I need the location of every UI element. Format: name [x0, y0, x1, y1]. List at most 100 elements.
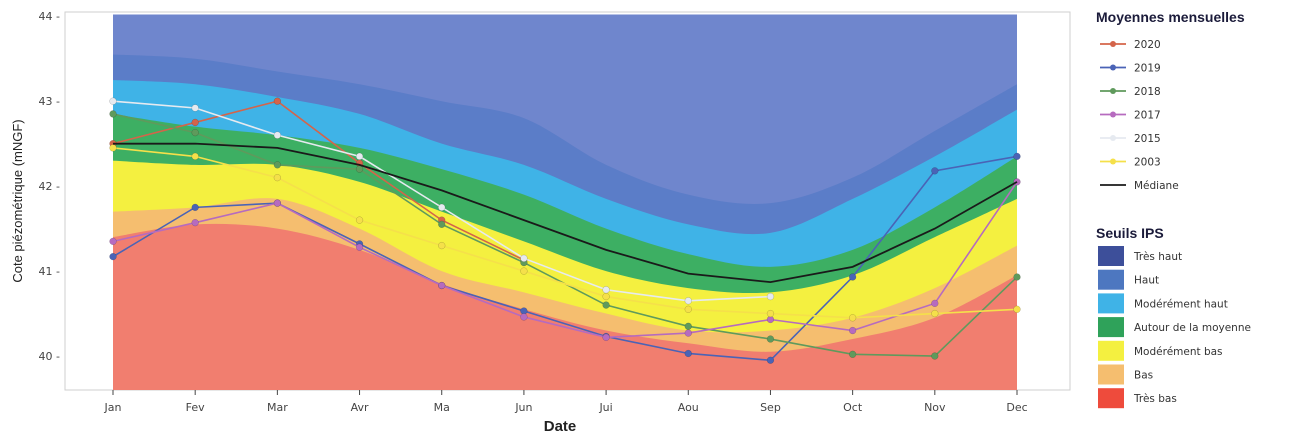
- point-2017-jul: [602, 333, 610, 341]
- x-tick-label: Oct: [843, 401, 863, 414]
- point-2018-mai: [438, 220, 446, 229]
- series-m-diane: [113, 142, 1018, 284]
- legend-band-swatch-tr-s-bas: [1098, 388, 1124, 409]
- x-tick-label: Fev: [186, 401, 205, 414]
- axes: 40 - 41 - 42 - 43 - 44 - Jan Fev Mar Avr Ma Jun Jui…: [10, 10, 1028, 435]
- point-2015-avr: [355, 152, 364, 161]
- y-tick-label: 44 -: [39, 10, 60, 23]
- point-2020-mar: [273, 97, 282, 105]
- point-2003-jun: [520, 267, 528, 275]
- x-tick-label: Sep: [760, 401, 781, 414]
- legend-band-label-mod-r-ment-bas: Modérément bas: [1134, 346, 1223, 358]
- legend-band-swatch-tr-s-haut: [1098, 246, 1124, 266]
- legend-band-swatch-haut: [1098, 269, 1124, 290]
- point-2003-nov: [931, 309, 939, 318]
- point-2003-mai: [438, 241, 446, 250]
- legend-label-2020: 2020: [1134, 39, 1161, 51]
- point-2015-fev: [191, 104, 199, 112]
- point-2020-fev: [191, 118, 199, 127]
- point-2015-jan: [109, 97, 117, 105]
- x-tick-label: Jui: [598, 401, 612, 414]
- x-tick-label: Aou: [678, 401, 699, 414]
- point-2018-avr: [355, 165, 364, 173]
- x-tick-label: Mar: [267, 401, 288, 414]
- point-2003-fev: [191, 152, 199, 161]
- legend-marker-2015: [1110, 135, 1116, 141]
- point-2015-aou: [684, 297, 692, 305]
- point-2017-jan: [109, 237, 117, 245]
- legend-marker-2019: [1110, 64, 1116, 71]
- point-2018-mar: [273, 161, 282, 169]
- legend-band-swatch-autour-de-la-moyenne: [1098, 317, 1124, 338]
- point-2018-dec: [1013, 273, 1021, 281]
- legend-label-2003: 2003: [1134, 157, 1161, 169]
- point-2003-jan: [109, 144, 117, 152]
- point-2017-aou: [684, 329, 692, 337]
- y-tick-label: 40 -: [39, 350, 60, 363]
- legend-bands-title: Seuils IPS: [1096, 225, 1164, 241]
- series-line-2003: [112, 147, 1018, 319]
- legend-marker-2018: [1110, 88, 1116, 94]
- point-2018-fev: [191, 128, 199, 137]
- point-2018-jul: [602, 301, 610, 309]
- point-2017-avr: [355, 243, 364, 251]
- series-line-2019: [112, 155, 1018, 362]
- point-2019-sep: [766, 356, 775, 364]
- legend-label-2018: 2018: [1134, 86, 1161, 98]
- legend-band-swatch-bas: [1098, 364, 1124, 385]
- point-2019-dec: [1013, 152, 1021, 161]
- series-2003: [109, 144, 1021, 322]
- legend-band-swatch-mod-r-ment-bas: [1098, 340, 1124, 361]
- point-2015-jun: [520, 254, 528, 262]
- point-2003-jul: [602, 292, 610, 301]
- point-2017-mar: [273, 199, 282, 207]
- legend-marker-2017: [1110, 111, 1116, 118]
- legend: Moyennes mensuelles 2020 2019 2018 2017 2015 2…: [1096, 9, 1251, 409]
- x-tick-label: Jun: [514, 401, 532, 414]
- legend-marker-2020: [1110, 41, 1116, 47]
- x-tick-label: Avr: [351, 401, 369, 414]
- point-2019-fev: [191, 203, 199, 212]
- monthly-series: [109, 97, 1021, 364]
- series-2015: [109, 97, 775, 305]
- x-axis-title: Date: [544, 418, 577, 435]
- band-tr-s-bas: [113, 223, 1017, 390]
- point-2017-mai: [438, 281, 446, 290]
- legend-band-label-tr-s-bas: Très bas: [1133, 393, 1177, 405]
- legend-band-swatch-mod-r-ment-haut: [1098, 293, 1124, 314]
- point-2018-jan: [109, 110, 117, 118]
- point-2017-fev: [191, 219, 199, 227]
- point-2017-oct: [848, 326, 857, 335]
- y-tick-label: 42 -: [39, 180, 60, 193]
- point-2018-aou: [684, 322, 692, 330]
- legend-label-2017: 2017: [1134, 110, 1161, 122]
- series-2017: [109, 178, 1021, 341]
- point-2003-sep: [766, 309, 775, 318]
- point-2015-mar: [273, 131, 282, 139]
- series-line-2017: [112, 181, 1018, 339]
- series-line-2020: [112, 100, 525, 261]
- series-line-m-diane: [113, 142, 1018, 284]
- legend-band-label-autour-de-la-moyenne: Autour de la moyenne: [1134, 322, 1251, 334]
- point-2003-aou: [684, 305, 692, 313]
- legend-band-label-mod-r-ment-haut: Modérément haut: [1134, 298, 1228, 310]
- point-2017-nov: [931, 299, 939, 308]
- point-2003-mar: [273, 173, 282, 182]
- point-2017-jun: [520, 313, 528, 321]
- legend-label-m-diane: Médiane: [1134, 180, 1179, 192]
- y-tick-label: 41 -: [39, 265, 60, 278]
- point-2019-nov: [931, 167, 939, 175]
- y-axis-title: Cote piézométrique (mNGF): [10, 119, 25, 282]
- point-2018-oct: [848, 350, 857, 358]
- point-2015-jul: [602, 286, 610, 294]
- point-2018-nov: [931, 352, 939, 360]
- point-2019-jan: [109, 252, 117, 261]
- legend-band-label-haut: Haut: [1134, 275, 1159, 287]
- x-tick-label: Jan: [104, 401, 122, 414]
- x-tick-label: Ma: [434, 401, 450, 414]
- legend-band-label-bas: Bas: [1134, 370, 1153, 382]
- legend-marker-2003: [1110, 158, 1116, 165]
- x-tick-label: Dec: [1006, 401, 1027, 414]
